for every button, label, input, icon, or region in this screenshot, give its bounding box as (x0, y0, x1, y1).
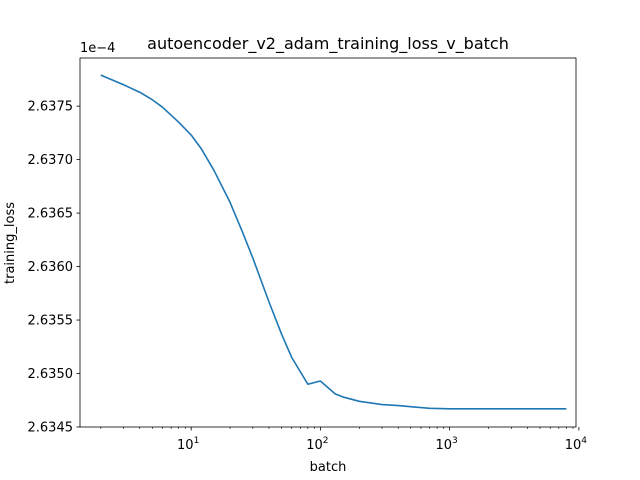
axes-background (80, 58, 576, 427)
x-tick-label: 101 (177, 436, 199, 453)
x-tick-label: 102 (306, 436, 328, 453)
y-tick-label: 2.6345 (28, 421, 74, 436)
series-line-0 (100, 74, 567, 410)
y-tick-label: 2.6375 (28, 100, 74, 115)
axes-frame (79, 57, 577, 428)
x-axis-label: batch (310, 460, 347, 475)
x-tick-label: 104 (565, 436, 588, 453)
x-tick-label: 103 (435, 436, 457, 453)
y-tick-label: 2.6365 (28, 207, 74, 222)
y-axis-label: training_loss (3, 202, 18, 284)
y-tick-label: 2.6355 (28, 314, 74, 329)
y-tick-label: 2.6370 (28, 153, 74, 168)
y-offset-text: 1e−4 (80, 41, 115, 56)
y-tick-label: 2.6350 (28, 367, 74, 382)
y-tick-label: 2.6360 (28, 260, 74, 275)
chart-title: autoencoder_v2_adam_training_loss_v_batc… (147, 34, 509, 54)
plot-area: 101 102 103 104 2.6345 2.6350 2.6355 2.6360 2.63… (28, 57, 588, 453)
